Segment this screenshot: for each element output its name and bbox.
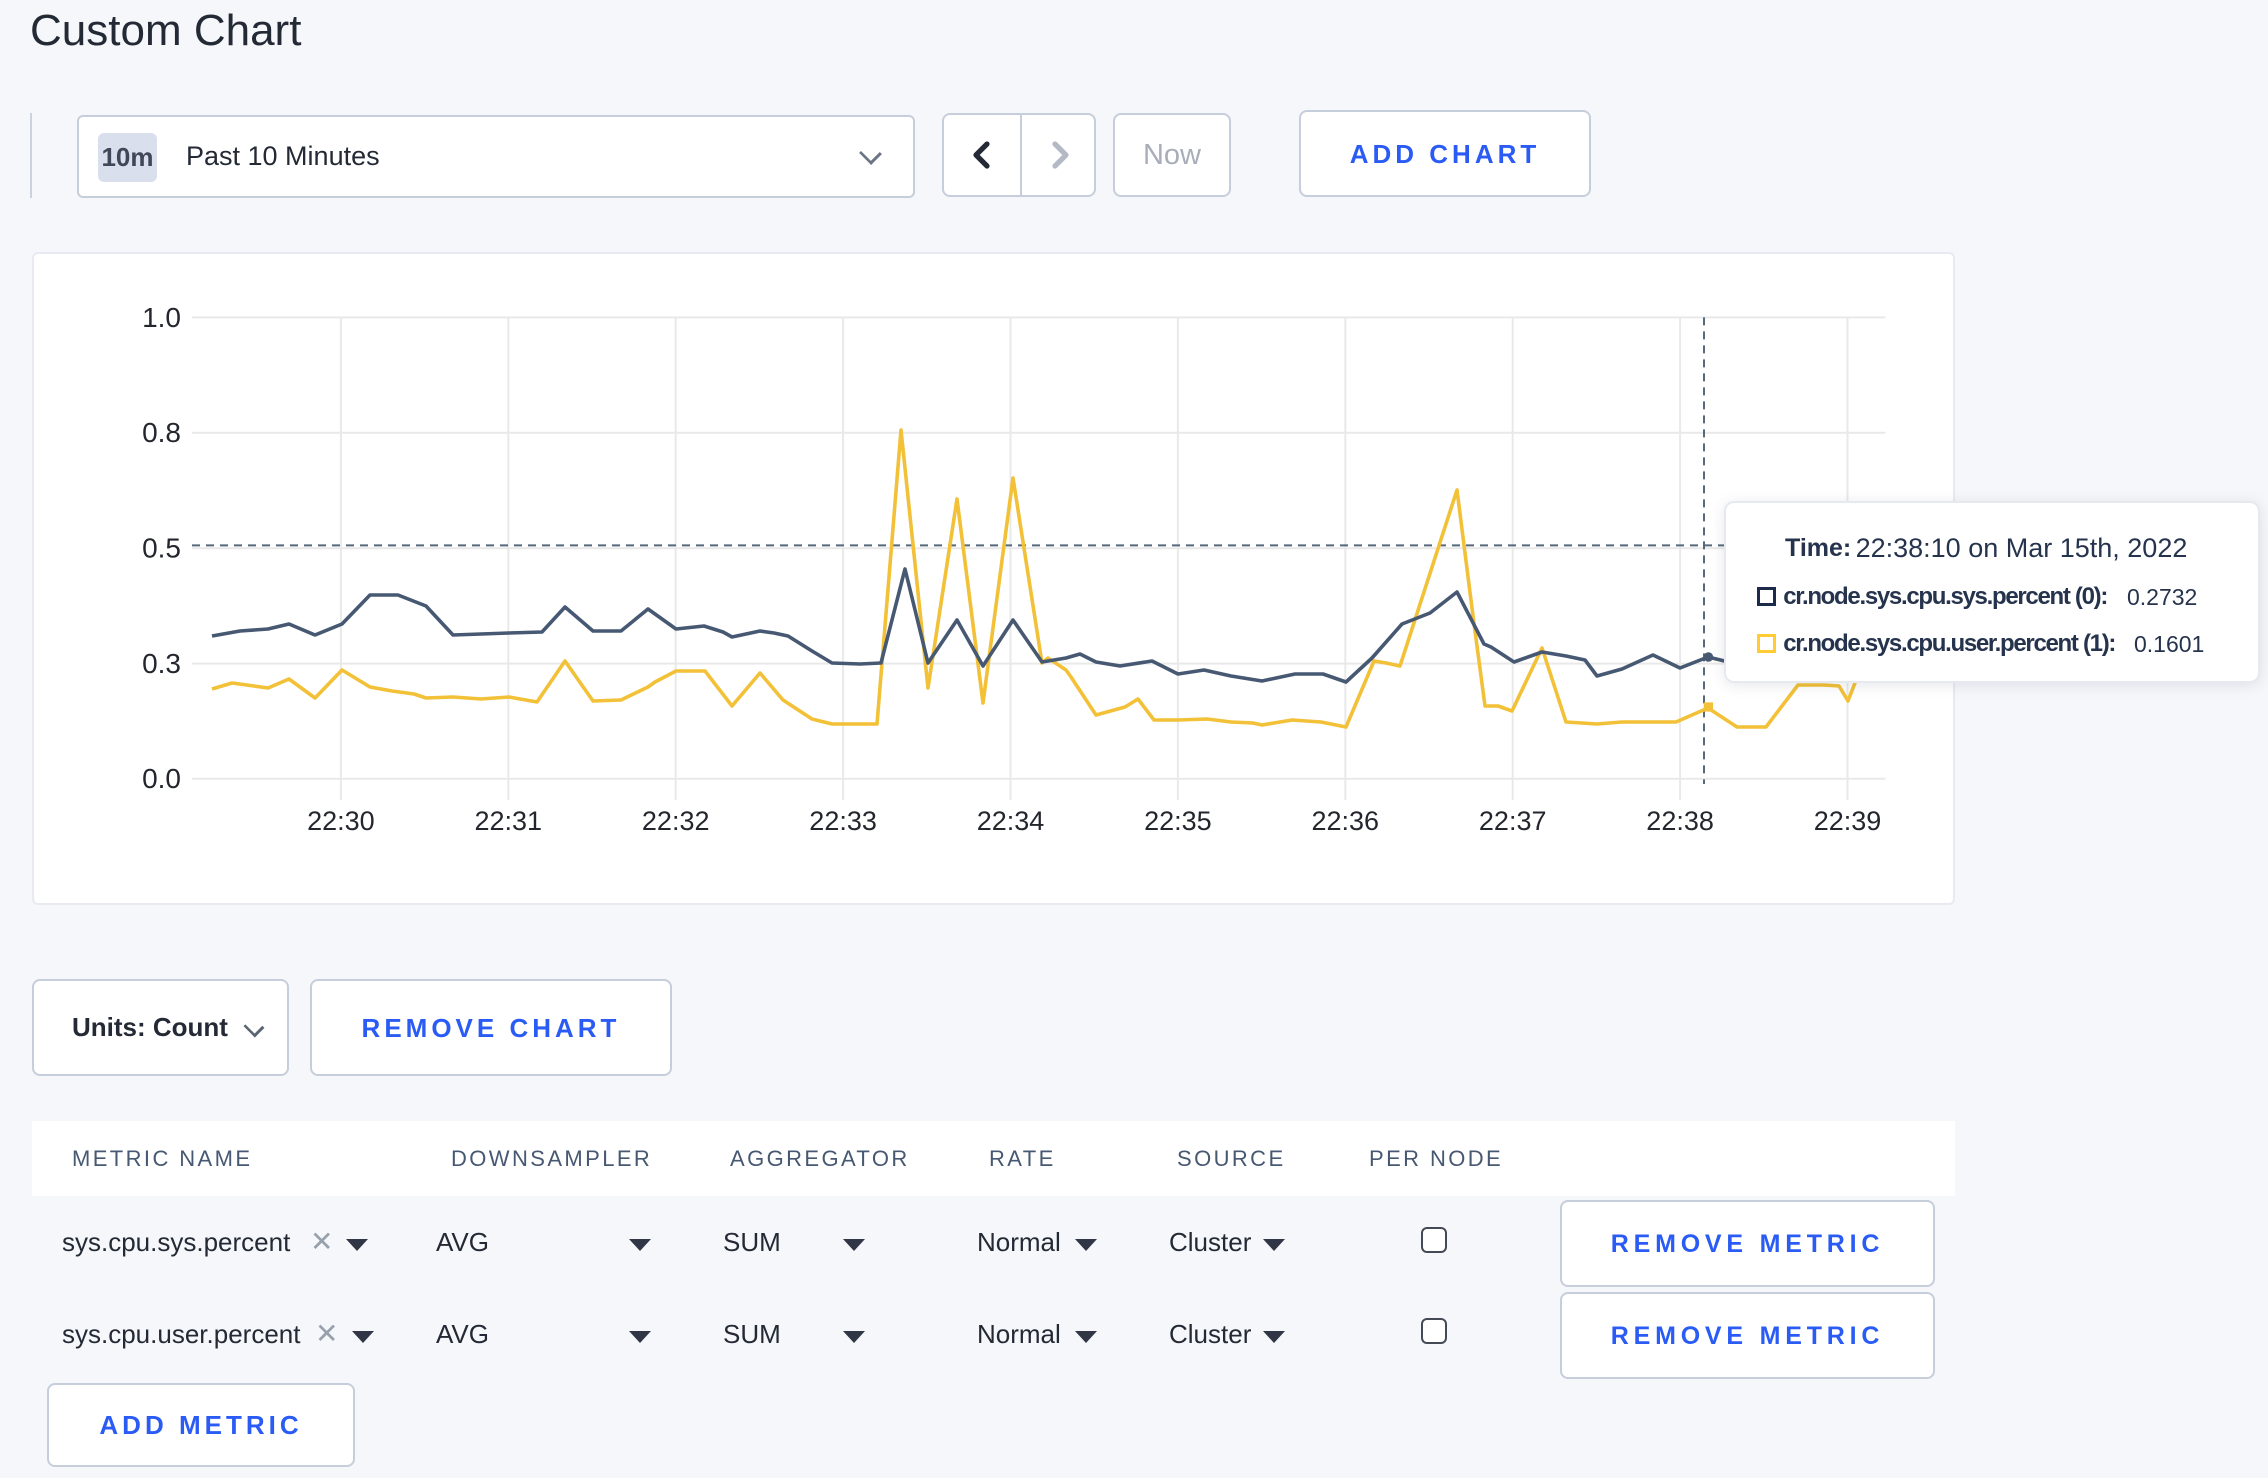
svg-text:22:37: 22:37 (1479, 806, 1547, 836)
svg-text:22:31: 22:31 (475, 806, 543, 836)
svg-text:22:36: 22:36 (1312, 806, 1380, 836)
svg-text:22:39: 22:39 (1814, 806, 1882, 836)
svg-text:0.8: 0.8 (142, 417, 181, 448)
svg-text:0.3: 0.3 (142, 648, 181, 679)
svg-text:22:33: 22:33 (809, 806, 877, 836)
svg-text:22:35: 22:35 (1144, 806, 1212, 836)
svg-text:22:34: 22:34 (977, 806, 1045, 836)
svg-text:22:32: 22:32 (642, 806, 710, 836)
svg-text:1.0: 1.0 (142, 302, 181, 333)
svg-text:22:30: 22:30 (307, 806, 375, 836)
svg-text:0.5: 0.5 (142, 533, 181, 564)
svg-text:22:38: 22:38 (1646, 806, 1714, 836)
svg-text:0.0: 0.0 (142, 763, 181, 794)
